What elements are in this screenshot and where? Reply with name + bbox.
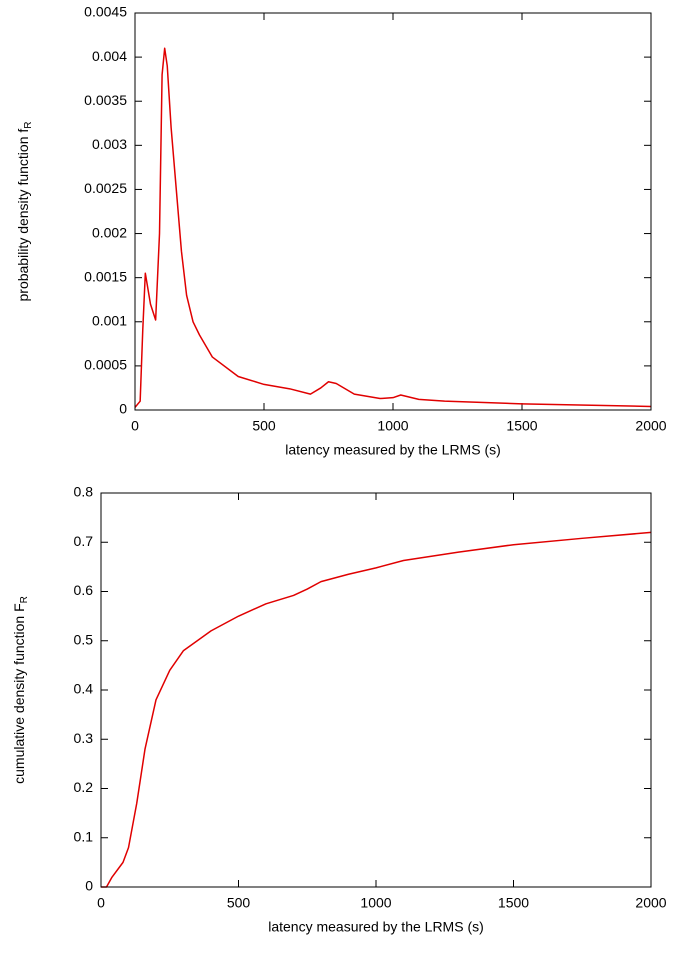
plot-frame [134, 12, 652, 411]
y-tick-label: 0.0015 [84, 268, 127, 284]
y-tick-label: 0.003 [92, 136, 127, 152]
y-axis-label: cumulative density function FR [11, 596, 30, 784]
x-tick-label: 500 [252, 418, 276, 434]
y-tick-label: 0.0045 [84, 4, 127, 20]
x-tick-label: 2000 [635, 895, 666, 911]
y-axis-label-subscript: R [19, 596, 30, 603]
data-line [134, 47, 652, 408]
y-tick-label: 0.002 [92, 224, 127, 240]
x-tick-label: 1000 [377, 418, 408, 434]
y-tick-label: 0.0025 [84, 180, 127, 196]
data-line [101, 531, 652, 888]
x-axis-label: latency measured by the LRMS (s) [285, 442, 501, 458]
x-axis-label: latency measured by the LRMS (s) [268, 919, 484, 935]
y-tick-label: 0.001 [92, 312, 127, 328]
x-tick-label: 1000 [360, 895, 391, 911]
y-tick-label: 0.0005 [84, 357, 127, 373]
y-tick-label: 0.4 [74, 681, 94, 697]
y-tick-label: 0.7 [74, 533, 94, 549]
x-tick-label: 2000 [635, 418, 666, 434]
x-tick-label: 1500 [506, 418, 537, 434]
y-tick-label: 0.2 [74, 779, 94, 795]
y-axis-label-subscript: R [23, 122, 34, 129]
y-axis-label-main: probability density function f [15, 129, 31, 302]
y-tick-label: 0.8 [74, 484, 94, 500]
plot-frame [100, 492, 652, 888]
y-tick-label: 0.0035 [84, 92, 127, 108]
y-tick-label: 0.1 [74, 828, 94, 844]
x-tick-label: 500 [227, 895, 251, 911]
y-tick-label: 0.3 [74, 730, 94, 746]
y-tick-label: 0.6 [74, 582, 94, 598]
x-tick-label: 0 [131, 418, 139, 434]
y-tick-label: 0.004 [92, 48, 127, 64]
x-tick-label: 0 [97, 895, 105, 911]
y-tick-label: 0 [119, 401, 127, 417]
y-tick-label: 0.5 [74, 631, 94, 647]
y-tick-label: 0 [85, 878, 93, 894]
y-axis-label-main: cumulative density function F [11, 603, 27, 784]
x-tick-label: 1500 [498, 895, 529, 911]
y-axis-label: probability density function fR [15, 122, 34, 302]
